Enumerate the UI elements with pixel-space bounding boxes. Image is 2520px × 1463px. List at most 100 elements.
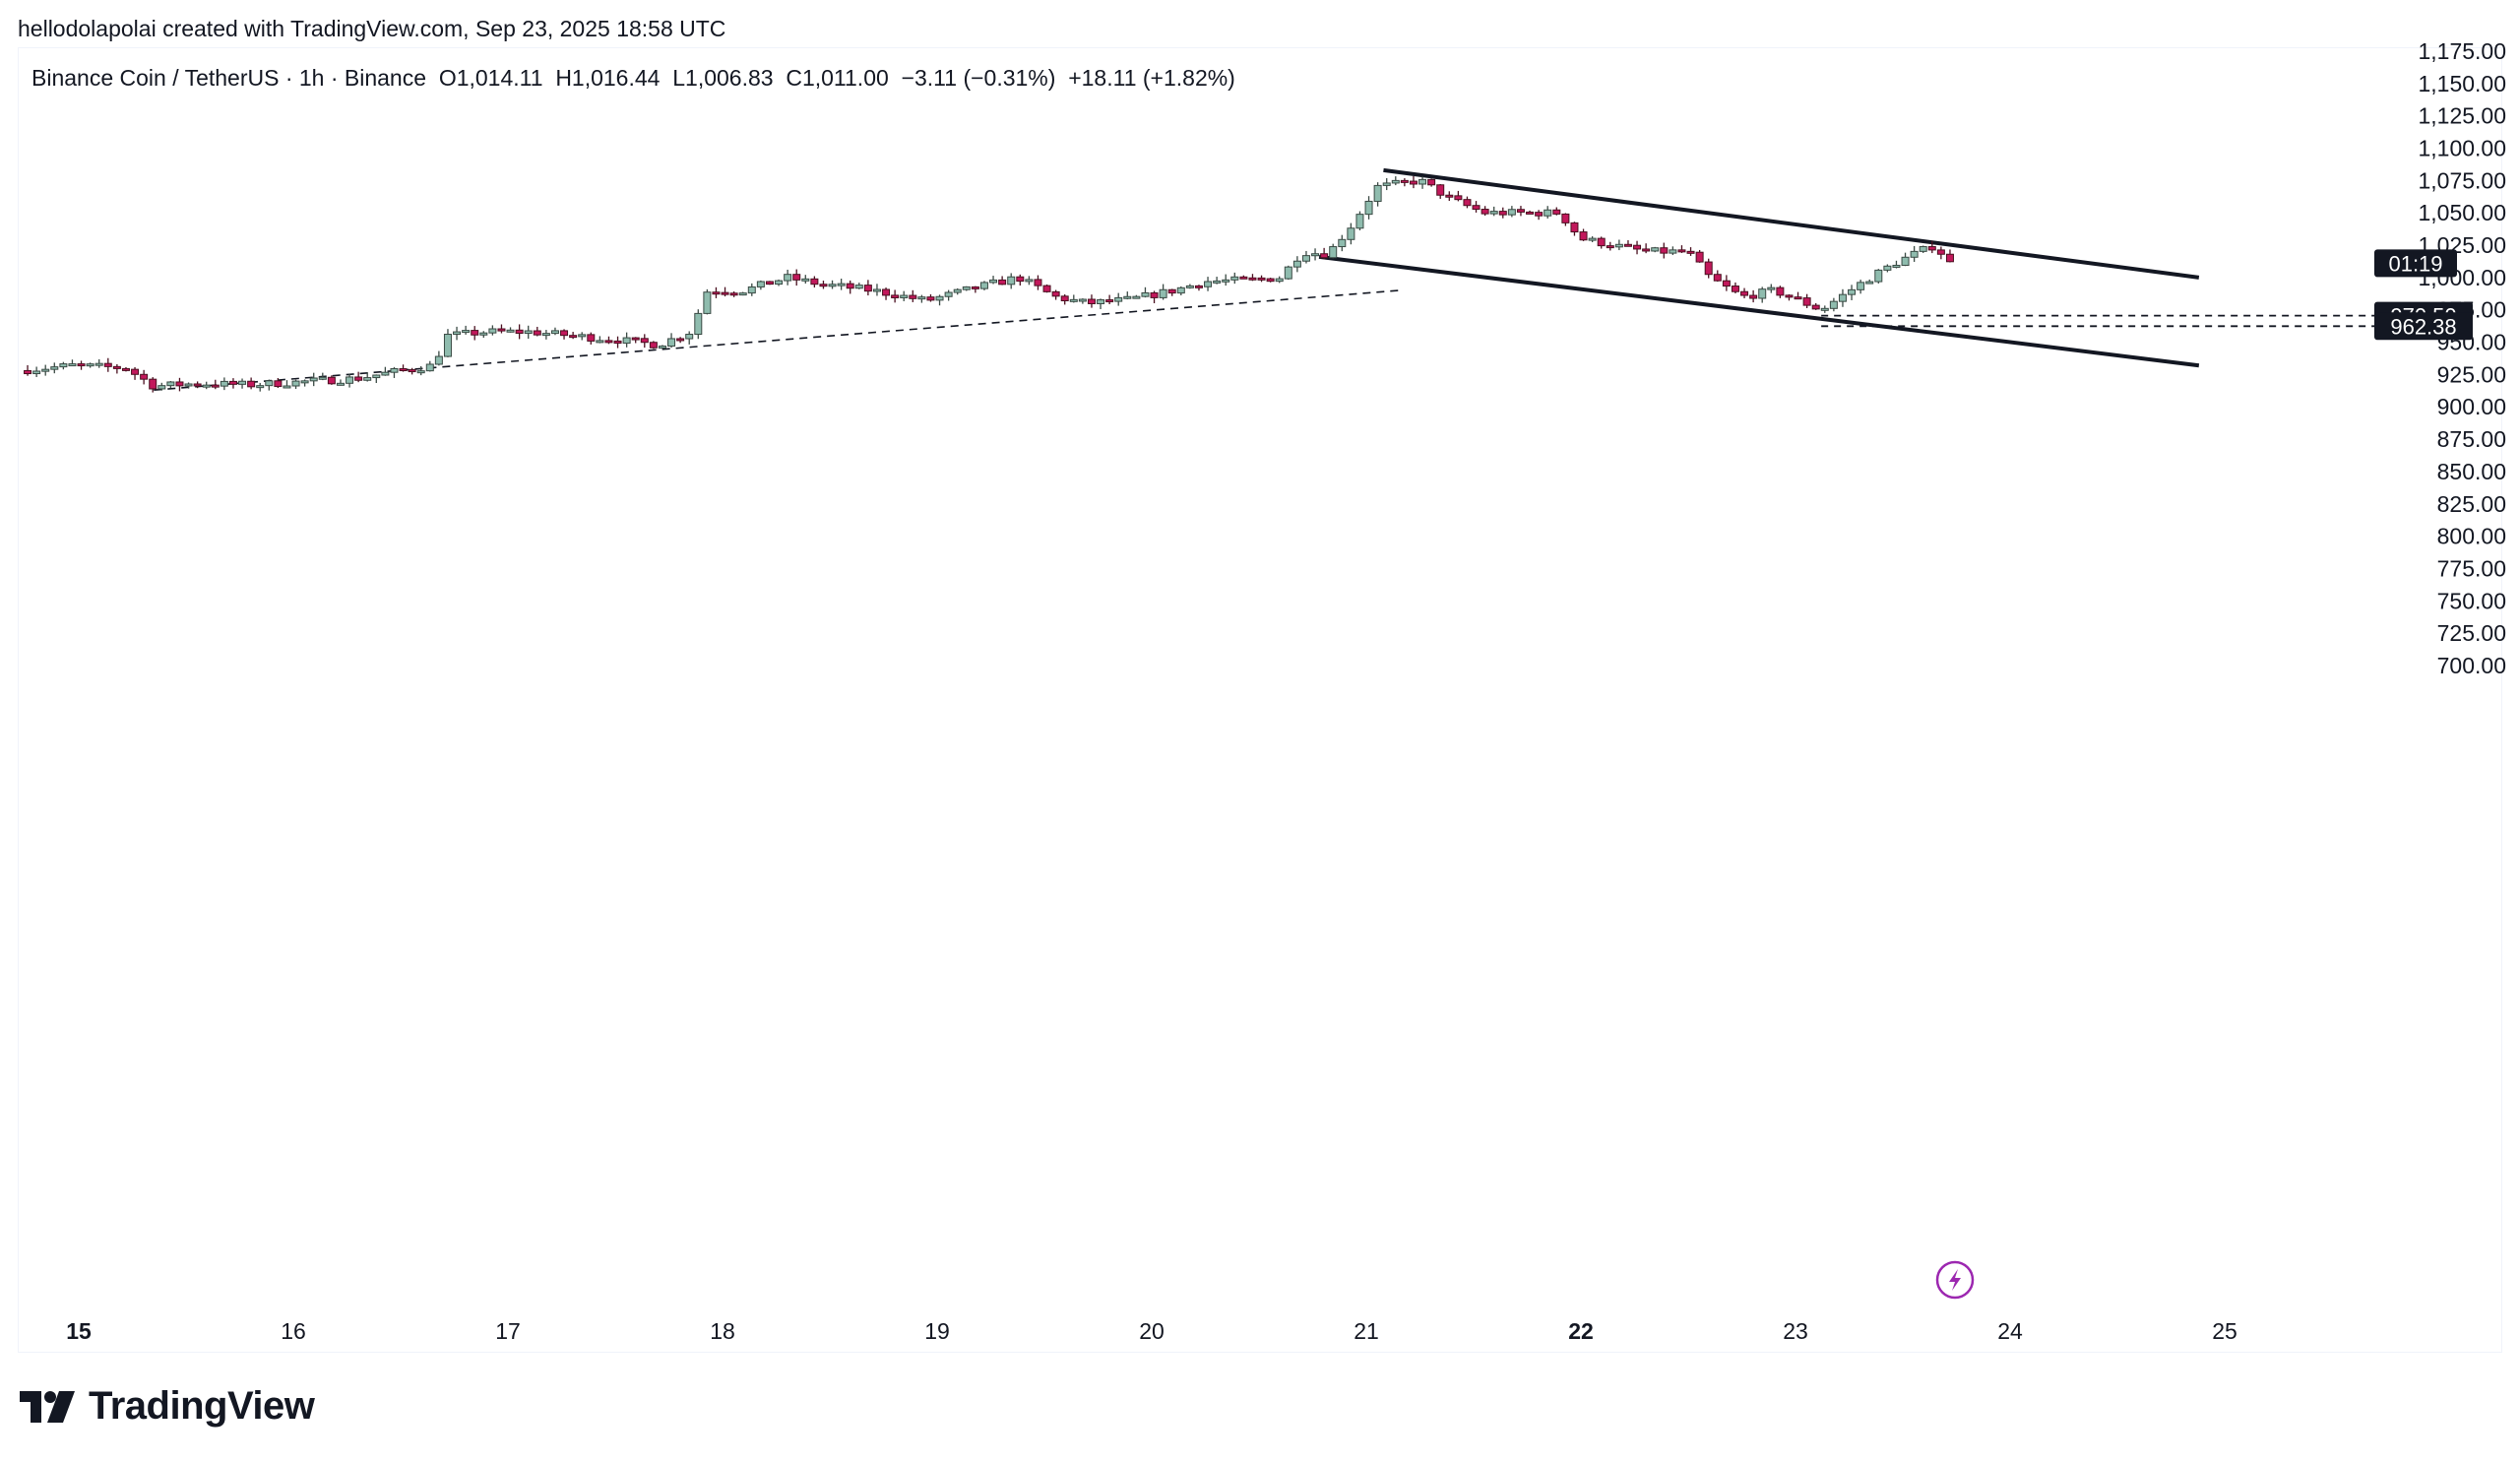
uptrend-dashed-line[interactable]: [154, 289, 1399, 391]
candle-body: [228, 380, 237, 385]
candle-body: [193, 383, 202, 387]
y-tick-label: 1,100.00: [2418, 136, 2506, 161]
lightning-icon[interactable]: [1935, 1260, 1975, 1300]
candle-body: [354, 376, 363, 381]
candle-body: [1597, 237, 1606, 247]
candle-body: [1329, 246, 1338, 259]
candle-body: [1544, 209, 1552, 217]
ohlc-legend: Binance Coin / TetherUS · 1h · Binance O…: [32, 65, 1235, 92]
candle-body: [346, 376, 354, 384]
candle-body: [533, 330, 541, 336]
candle-body: [935, 295, 944, 301]
candle-body: [1794, 296, 1802, 300]
candle-body: [1919, 246, 1927, 252]
candle-body: [1320, 253, 1329, 259]
candle-body: [274, 380, 283, 388]
x-tick-label: 22: [1568, 1318, 1594, 1344]
candle-body: [1185, 285, 1194, 288]
candle-body: [434, 355, 443, 365]
candle-body: [68, 363, 77, 367]
change-value: −3.11 (−0.31%): [901, 65, 1056, 91]
channel-upper-line[interactable]: [1383, 167, 2200, 280]
candle-body: [1642, 248, 1651, 252]
candle-body: [1901, 256, 1910, 266]
candle-body: [103, 362, 112, 367]
candle-body: [1767, 286, 1776, 290]
tradingview-logo[interactable]: TradingView: [20, 1384, 315, 1429]
candle-body: [462, 330, 471, 334]
candle-body: [792, 274, 801, 281]
candle-body: [1025, 279, 1034, 283]
candle-body: [1570, 222, 1579, 233]
y-tick-label: 850.00: [2437, 459, 2506, 484]
candle-body: [175, 381, 184, 387]
candle-body: [1669, 249, 1677, 254]
candle-body: [1892, 264, 1901, 268]
candle-body: [1829, 300, 1838, 309]
price-labels-layer: 01:19970.50962.38: [2374, 249, 2473, 341]
candle-body: [1802, 297, 1811, 306]
channel-lower-line[interactable]: [1318, 254, 2200, 368]
close-value: C1,011.00: [786, 65, 889, 91]
candle-body: [998, 279, 1007, 286]
symbol-label[interactable]: Binance Coin / TetherUS · 1h · Binance: [32, 65, 427, 91]
candle-body: [94, 362, 103, 366]
candle-body: [300, 380, 309, 384]
candle-body: [202, 384, 211, 388]
candle-body: [810, 278, 819, 286]
candle-body: [32, 370, 41, 375]
tradingview-logo-icon: [20, 1390, 75, 1423]
x-tick-label: 16: [281, 1318, 306, 1344]
candle-body: [738, 292, 747, 296]
y-tick-label: 700.00: [2437, 653, 2506, 678]
candle-body: [1347, 227, 1355, 240]
candle-body: [515, 329, 524, 335]
candle-body: [1936, 249, 1945, 255]
candle-body: [1266, 278, 1275, 283]
change-value-2: +18.11 (+1.82%): [1068, 65, 1235, 91]
candle-body: [882, 288, 891, 296]
candle-body: [247, 380, 256, 388]
candle-body: [1874, 269, 1883, 283]
y-tick-label: 1,075.00: [2418, 167, 2506, 193]
x-axis[interactable]: 15 16 17 18 19 20 21 22 23 24 25: [66, 1318, 2237, 1344]
candle-body: [1213, 280, 1222, 284]
drawings-layer[interactable]: [154, 167, 2374, 391]
candle-body: [550, 330, 559, 335]
candle-body: [1078, 298, 1087, 302]
candle-body: [1051, 290, 1060, 297]
candle-body: [1034, 279, 1042, 286]
candle-body: [1400, 179, 1409, 183]
candle-body: [24, 369, 32, 375]
candle-body: [604, 340, 613, 344]
candle-body: [1579, 231, 1588, 241]
candle-body: [1123, 295, 1132, 299]
candle-body: [819, 284, 828, 287]
candle-body: [408, 369, 416, 373]
candle-body: [184, 383, 193, 387]
candle-body: [1588, 237, 1597, 241]
candle-body: [1472, 205, 1480, 211]
candle-body: [1749, 294, 1758, 299]
candle-body: [453, 331, 462, 336]
candle-body: [1194, 285, 1203, 288]
candle-body: [944, 291, 953, 297]
candle-body: [211, 384, 220, 388]
candle-body: [1686, 250, 1695, 254]
candle-body: [1454, 195, 1463, 201]
y-tick-label: 1,125.00: [2418, 103, 2506, 129]
candle-body: [1042, 285, 1051, 292]
low-value: L1,006.83: [672, 65, 774, 91]
y-axis[interactable]: 1,175.00 1,150.00 1,125.00 1,100.00 1,075.00…: [2418, 38, 2506, 678]
candle-body: [1364, 200, 1373, 216]
candle-body: [1105, 299, 1114, 303]
candle-body: [1436, 184, 1445, 196]
open-value: O1,014.11: [438, 65, 543, 91]
candle-body: [488, 328, 497, 334]
candle-body: [667, 338, 676, 348]
y-tick-label: 750.00: [2437, 588, 2506, 613]
candle-body: [390, 367, 399, 373]
candle-body: [1614, 243, 1623, 248]
candle-body: [506, 329, 515, 333]
